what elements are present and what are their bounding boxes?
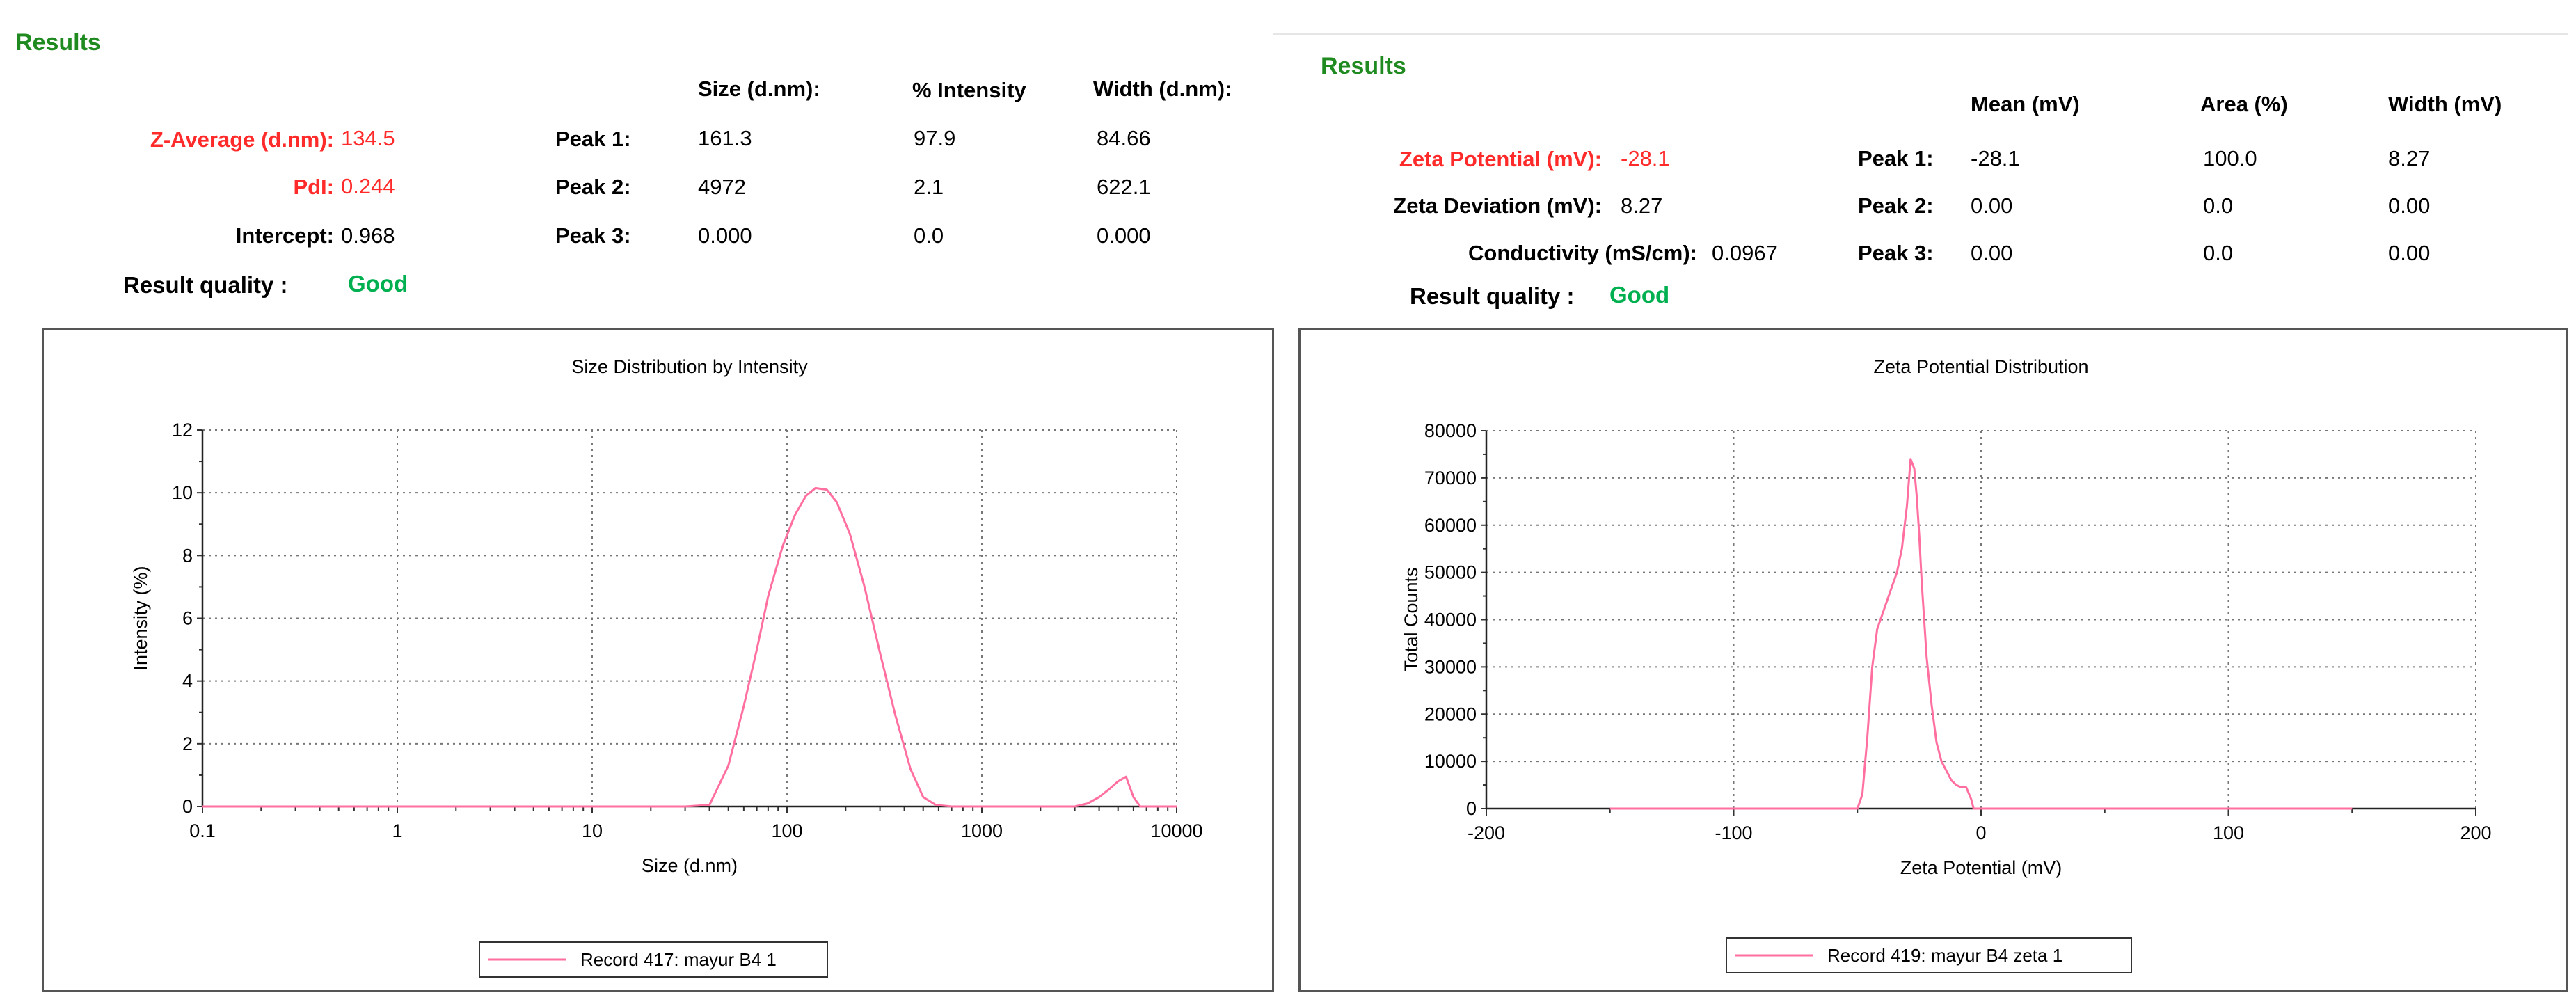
y-tick-label: 0 <box>1466 798 1477 819</box>
size-peak1-label: Peak 1: <box>555 127 631 151</box>
y-tick-label: 30000 <box>1424 656 1477 677</box>
zeta-quality-label: Result quality : <box>1410 283 1575 309</box>
x-tick-label: -100 <box>1715 822 1752 843</box>
zeta-chart-panel: Zeta Potential Distribution 0 10000 20000 30… <box>1298 328 2568 992</box>
y-tick-label: 40000 <box>1424 610 1477 630</box>
size-peak2-label: Peak 2: <box>555 175 631 199</box>
zeta-peak2-mean: 0.00 <box>1971 193 2013 218</box>
chart-title: Size Distribution by Intensity <box>571 356 808 377</box>
x-tick-label: 100 <box>771 820 802 841</box>
size-peak2-intensity: 2.1 <box>914 175 944 199</box>
size-header-intensity: % Intensity <box>912 78 1026 102</box>
series-line <box>202 486 1177 808</box>
size-peak3-width: 0.000 <box>1097 223 1151 248</box>
x-axis-label: Zeta Potential (mV) <box>1900 857 2062 878</box>
zeta-peak2-width: 0.00 <box>2388 193 2431 218</box>
conductivity-value: 0.0967 <box>1712 241 1778 265</box>
zeta-potential-label: Zeta Potential (mV): <box>1399 147 1602 171</box>
zeta-peak1-width: 8.27 <box>2388 146 2431 170</box>
legend-label: Record 419: mayur B4 zeta 1 <box>1827 945 2062 966</box>
zeta-deviation-value: 8.27 <box>1621 193 1663 218</box>
y-tick-label: 20000 <box>1424 703 1477 724</box>
y-tick-label: 70000 <box>1424 468 1477 488</box>
pdi-label: PdI: <box>293 175 334 199</box>
y-tick-label: 4 <box>182 671 193 692</box>
size-chart-panel: Size Distribution by Intensity 0 2 4 6 8 10 12 0… <box>42 328 1274 992</box>
zeta-potential-chart: Zeta Potential Distribution 0 10000 20000 30… <box>1401 356 2492 973</box>
x-tick-label: 200 <box>2460 822 2491 843</box>
y-axis-label: Total Counts <box>1401 567 1422 671</box>
size-peak2-size: 4972 <box>698 175 746 199</box>
y-tick-label: 60000 <box>1424 515 1477 536</box>
conductivity-label: Conductivity (mS/cm): <box>1468 241 1697 265</box>
zeta-peak2-label: Peak 2: <box>1858 193 1934 218</box>
x-tick-label: 100 <box>2213 822 2244 843</box>
zeta-peak1-area: 100.0 <box>2203 146 2257 170</box>
size-peak1-size: 161.3 <box>698 126 752 150</box>
zeta-peak3-label: Peak 3: <box>1858 241 1934 265</box>
z-average-value: 134.5 <box>341 126 395 150</box>
zeta-results-title: Results <box>1321 53 1406 79</box>
x-tick-label: 0 <box>1975 822 1986 843</box>
size-peak2-width: 622.1 <box>1097 175 1151 199</box>
zeta-header-width: Width (mV) <box>2388 92 2502 116</box>
size-peak3-label: Peak 3: <box>555 223 631 248</box>
y-tick-label: 50000 <box>1424 562 1477 583</box>
y-axis-label: Intensity (%) <box>130 566 151 670</box>
chart-title: Zeta Potential Distribution <box>1873 356 2088 377</box>
zeta-peak1-label: Peak 1: <box>1858 146 1934 170</box>
y-tick-label: 8 <box>182 545 193 566</box>
series-line <box>1609 458 2353 810</box>
size-distribution-chart: Size Distribution by Intensity 0 2 4 6 8 10 12 0… <box>130 356 1203 978</box>
y-tick-label: 12 <box>172 420 193 440</box>
size-header-size: Size (d.nm): <box>698 77 820 101</box>
size-header-width: Width (d.nm): <box>1093 77 1232 101</box>
zeta-peak3-area: 0.0 <box>2203 241 2234 265</box>
intercept-label: Intercept: <box>235 223 334 248</box>
zeta-peak1-mean: -28.1 <box>1971 146 2020 170</box>
intercept-value: 0.968 <box>341 223 395 248</box>
x-tick-label: 1000 <box>961 820 1003 841</box>
zeta-quality-value: Good <box>1609 282 1670 308</box>
y-tick-label: 2 <box>182 733 193 754</box>
x-tick-label: 1 <box>392 820 402 841</box>
size-quality-value: Good <box>348 271 408 296</box>
zeta-deviation-label: Zeta Deviation (mV): <box>1393 193 1602 218</box>
size-results-title: Results <box>15 29 101 56</box>
size-quality-label: Result quality : <box>123 272 288 298</box>
size-peak3-size: 0.000 <box>698 223 752 248</box>
size-peak3-intensity: 0.0 <box>914 223 944 248</box>
zeta-header-area: Area (%) <box>2200 92 2288 116</box>
size-peak1-width: 84.66 <box>1097 126 1151 150</box>
y-tick-label: 10 <box>172 482 193 503</box>
zeta-peak3-mean: 0.00 <box>1971 241 2013 265</box>
x-tick-label: 10000 <box>1150 820 1202 841</box>
y-tick-label: 80000 <box>1424 420 1477 441</box>
y-tick-label: 0 <box>182 796 193 817</box>
legend-label: Record 417: mayur B4 1 <box>580 949 777 970</box>
x-axis-label: Size (d.nm) <box>642 855 738 876</box>
y-tick-label: 6 <box>182 608 193 629</box>
pdi-value: 0.244 <box>341 174 395 198</box>
x-tick-label: -200 <box>1468 822 1505 843</box>
x-tick-label: 0.1 <box>189 820 216 841</box>
zeta-header-mean: Mean (mV) <box>1971 92 2080 116</box>
zeta-peak3-width: 0.00 <box>2388 241 2431 265</box>
size-peak1-intensity: 97.9 <box>914 126 956 150</box>
zeta-divider-line <box>1273 33 2568 35</box>
z-average-label: Z-Average (d.nm): <box>150 127 334 152</box>
x-tick-label: 10 <box>582 820 603 841</box>
y-tick-label: 10000 <box>1424 751 1477 772</box>
zeta-peak2-area: 0.0 <box>2203 193 2234 218</box>
zeta-potential-value: -28.1 <box>1621 146 1670 170</box>
